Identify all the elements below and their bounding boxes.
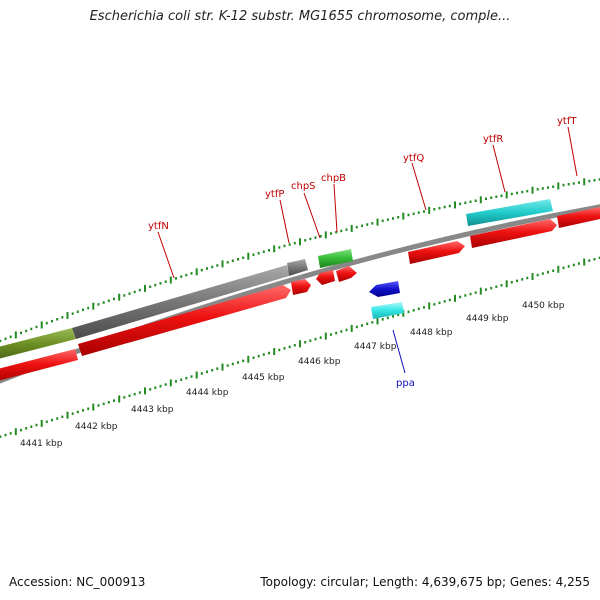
gene-arrow bbox=[78, 285, 291, 356]
reverse-strand-features bbox=[369, 281, 404, 319]
gene-ppa-cyan bbox=[371, 302, 404, 319]
gene-arrow bbox=[470, 219, 557, 248]
leader-ytfT bbox=[567, 126, 578, 177]
gene-arrow bbox=[557, 207, 600, 228]
leader-ytfN bbox=[157, 231, 175, 279]
accession-text: Accession: NC_000913 bbox=[9, 575, 146, 589]
forward-strand-features bbox=[0, 199, 553, 359]
scale-label: 4449 kbp bbox=[466, 314, 509, 324]
gene-label-ytfP: ytfP bbox=[265, 189, 284, 200]
leader-ytfQ bbox=[411, 162, 427, 211]
gene-gray-segment bbox=[72, 265, 289, 339]
scale-label: 4442 kbp bbox=[75, 422, 118, 432]
gene-label-ytfR: ytfR bbox=[483, 134, 503, 145]
leader-ytfR bbox=[492, 144, 506, 193]
leader-ppa bbox=[392, 329, 406, 374]
gene-row bbox=[0, 207, 600, 381]
leader-ytfP bbox=[279, 199, 290, 244]
scale-label: 4444 kbp bbox=[186, 388, 229, 398]
scale-label: 4441 kbp bbox=[20, 439, 63, 449]
gene-arrow bbox=[0, 349, 78, 381]
gene-label-ytfN: ytfN bbox=[148, 221, 169, 232]
gene-ytfP-gray bbox=[287, 259, 308, 276]
scale-label: 4443 kbp bbox=[131, 405, 174, 415]
gene-label-leaders bbox=[157, 126, 578, 374]
inner-tick-track bbox=[0, 256, 600, 438]
gene-chpB-green bbox=[318, 249, 353, 268]
gene-label-chpB: chpB bbox=[321, 173, 346, 184]
gene-arrow bbox=[316, 270, 335, 285]
gene-arrow bbox=[336, 266, 357, 282]
gene-ppa-blue bbox=[369, 281, 400, 297]
leader-chpB bbox=[333, 183, 338, 233]
genome-summary-text: Topology: circular; Length: 4,639,675 bp… bbox=[260, 575, 590, 589]
map-title: Escherichia coli str. K-12 substr. MG165… bbox=[89, 9, 511, 24]
scale-label: 4450 kbp bbox=[522, 301, 565, 311]
gene-labels: ytfN ytfP chpS chpB ytfQ ytfR ytfT ppa bbox=[148, 116, 577, 389]
scale-label: 4445 kbp bbox=[242, 373, 285, 383]
scale-label: 4448 kbp bbox=[410, 328, 453, 338]
scale-labels: 4441 kbp 4442 kbp 4443 kbp 4444 kbp 4445… bbox=[20, 301, 565, 449]
gene-olive-segment bbox=[0, 328, 76, 359]
scale-label: 4447 kbp bbox=[354, 342, 397, 352]
gene-label-chpS: chpS bbox=[291, 181, 316, 192]
gene-ytfR-cyan bbox=[466, 199, 553, 226]
chromosome-backbone bbox=[0, 204, 600, 384]
gene-arrow bbox=[408, 241, 465, 264]
leader-chpS bbox=[303, 192, 321, 239]
gene-label-ppa: ppa bbox=[396, 378, 415, 389]
gene-label-ytfQ: ytfQ bbox=[403, 153, 424, 164]
gene-arrow bbox=[291, 279, 311, 295]
scale-label: 4446 kbp bbox=[298, 357, 341, 367]
gene-label-ytfT: ytfT bbox=[557, 116, 577, 127]
